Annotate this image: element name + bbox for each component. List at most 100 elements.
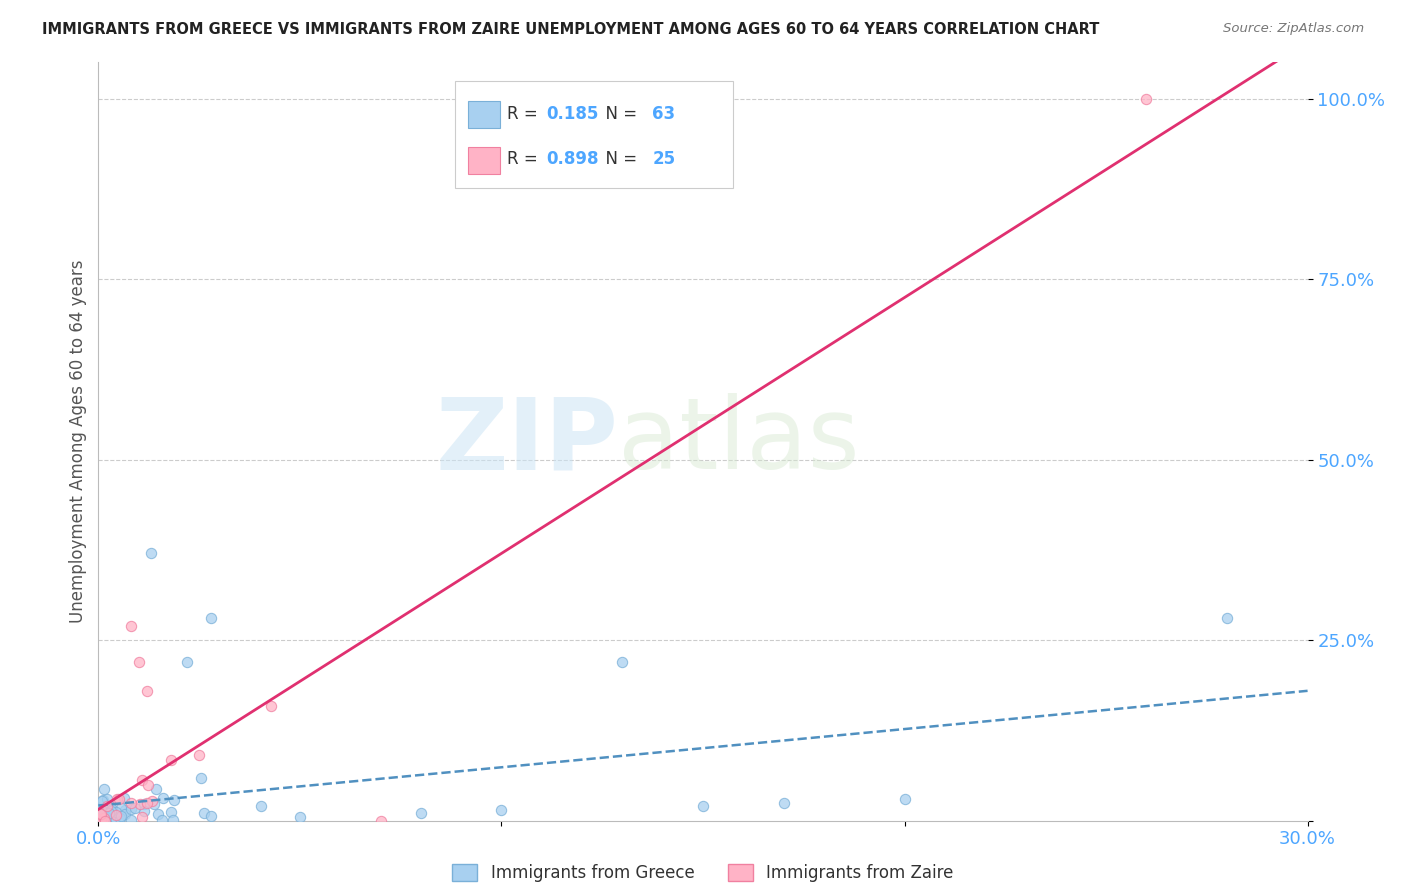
Point [188, 747, 211, 762]
Point [98, 812, 121, 826]
Point [105, 807, 128, 822]
Point [120, 618, 142, 632]
Point [105, 792, 128, 806]
Point [692, 799, 714, 814]
Point [96, 798, 118, 813]
Point [134, 797, 156, 812]
Point [200, 611, 222, 625]
Text: IMMIGRANTS FROM GREECE VS IMMIGRANTS FROM ZAIRE UNEMPLOYMENT AMONG AGES 60 TO 64: IMMIGRANTS FROM GREECE VS IMMIGRANTS FRO… [42, 22, 1099, 37]
Point [148, 806, 170, 821]
Point [90, 802, 112, 816]
Text: N =: N = [595, 151, 643, 169]
Point [176, 655, 198, 669]
Point [131, 773, 153, 788]
Point [103, 809, 125, 823]
Text: Source: ZipAtlas.com: Source: ZipAtlas.com [1223, 22, 1364, 36]
Point [90, 810, 112, 824]
Point [160, 805, 183, 820]
Point [94, 812, 117, 826]
Point [491, 803, 513, 817]
Point [190, 771, 212, 785]
Point [120, 796, 142, 810]
Point [131, 810, 153, 824]
Point [101, 805, 124, 820]
Point [96, 808, 118, 822]
Point [135, 797, 157, 811]
Point [90, 812, 112, 826]
Point [100, 804, 122, 818]
Point [145, 781, 167, 796]
Point [89, 807, 111, 822]
Point [89, 814, 111, 828]
Point [152, 791, 174, 805]
FancyBboxPatch shape [468, 146, 501, 174]
Point [1216, 611, 1239, 625]
Point [104, 805, 127, 819]
Point [94, 810, 117, 824]
Point [114, 803, 136, 817]
Point [370, 814, 392, 828]
Point [162, 814, 184, 828]
Point [91, 793, 114, 807]
Text: atlas: atlas [619, 393, 860, 490]
Point [110, 801, 132, 815]
Point [163, 793, 186, 807]
Text: R =: R = [508, 151, 543, 169]
Text: ZIP: ZIP [436, 393, 619, 490]
Point [94, 814, 117, 828]
Y-axis label: Unemployment Among Ages 60 to 64 years: Unemployment Among Ages 60 to 64 years [69, 260, 87, 624]
Point [89, 804, 111, 818]
Point [90, 814, 112, 828]
Point [260, 699, 283, 714]
Point [112, 791, 135, 805]
Point [409, 806, 432, 821]
Point [200, 809, 222, 823]
Point [107, 812, 129, 826]
Point [90, 794, 112, 808]
Point [93, 814, 115, 828]
Point [97, 814, 120, 828]
Point [120, 814, 142, 828]
Point [612, 655, 634, 669]
Point [120, 801, 142, 815]
Point [104, 811, 127, 825]
Point [108, 811, 131, 825]
Point [128, 655, 150, 669]
Point [104, 813, 127, 827]
Point [94, 814, 117, 828]
Point [107, 813, 129, 827]
Text: R =: R = [508, 105, 543, 123]
Point [150, 813, 173, 827]
Point [98, 811, 121, 825]
Point [893, 792, 915, 806]
Point [136, 778, 159, 792]
Point [141, 794, 163, 808]
Point [94, 804, 117, 818]
Point [160, 753, 183, 767]
Point [135, 683, 157, 698]
FancyBboxPatch shape [468, 101, 501, 128]
FancyBboxPatch shape [456, 81, 734, 187]
Point [132, 805, 155, 819]
Point [139, 546, 162, 560]
Point [97, 805, 120, 820]
Text: 25: 25 [652, 151, 675, 169]
Point [110, 808, 132, 822]
Point [107, 792, 129, 806]
Point [124, 801, 146, 815]
Legend: Immigrants from Greece, Immigrants from Zaire: Immigrants from Greece, Immigrants from … [446, 857, 960, 888]
Point [96, 792, 118, 806]
Point [193, 805, 215, 820]
Point [101, 802, 124, 816]
Point [90, 807, 112, 822]
Point [1135, 91, 1157, 105]
Text: 0.185: 0.185 [546, 105, 598, 123]
Text: 63: 63 [652, 105, 675, 123]
Text: 0.898: 0.898 [546, 151, 599, 169]
Point [142, 797, 165, 811]
Point [89, 807, 111, 822]
Point [129, 797, 152, 811]
Point [772, 796, 794, 810]
Point [288, 810, 311, 824]
Point [93, 782, 115, 797]
